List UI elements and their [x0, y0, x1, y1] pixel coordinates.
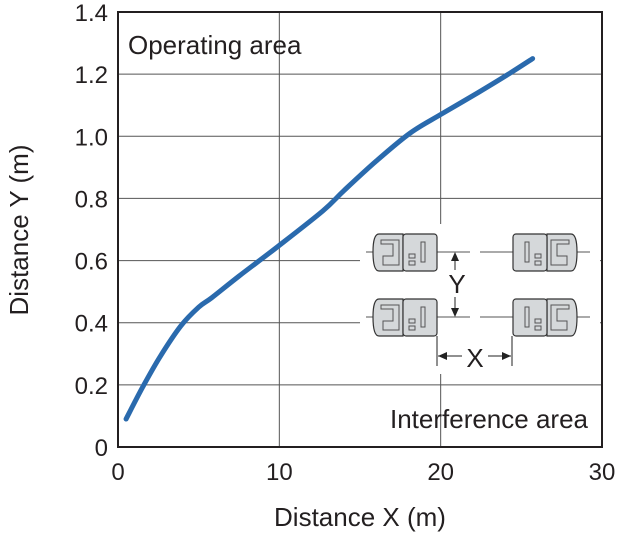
sensor-slot: [420, 306, 426, 328]
y-tick-label: 1.4: [75, 0, 108, 27]
sensor-icon: [512, 298, 578, 337]
sensor-led: [534, 260, 542, 266]
operating-area-label: Operating area: [128, 30, 302, 60]
arrow-down-icon: [451, 308, 459, 317]
x-axis-label: Distance X (m): [274, 502, 446, 532]
y-axis-label: Distance Y (m): [4, 145, 34, 316]
y-tick-label: 1.2: [75, 62, 108, 89]
sensor-slot: [420, 241, 426, 263]
sensor-body: [402, 298, 438, 337]
x-tick-label: 10: [266, 459, 293, 486]
arrow-right-icon: [502, 352, 511, 360]
x-tick-label: 0: [111, 459, 124, 486]
diagram-y-label: Y: [448, 269, 465, 299]
sensor-body: [512, 233, 548, 272]
sensor-led: [408, 253, 416, 259]
sensor-slot: [524, 241, 530, 263]
y-tick-label: 1.0: [75, 124, 108, 151]
plot-frame: [117, 11, 603, 448]
y-tick-label: 0.6: [75, 249, 108, 276]
y-tick-label: 0.8: [75, 186, 108, 213]
sensor-icon: [372, 233, 438, 272]
sensor-detail: [380, 304, 400, 331]
sensor-slot: [524, 306, 530, 328]
x-tick-label: 30: [589, 459, 616, 486]
sensor-detail: [550, 239, 570, 266]
x-tick-label: 20: [427, 459, 454, 486]
sensor-led: [408, 260, 416, 266]
sensor-icon: [512, 233, 578, 272]
sensor-body: [402, 233, 438, 272]
sensor-icon: [372, 298, 438, 337]
sensor-led: [408, 318, 416, 324]
arrow-up-icon: [451, 252, 459, 261]
y-tick-label: 0: [95, 435, 108, 462]
interference-area-label: Interference area: [390, 404, 589, 434]
sensor-body: [512, 298, 548, 337]
arrow-left-icon: [438, 352, 447, 360]
x-tick-labels: 0 10 20 30: [111, 459, 615, 486]
sensor-detail: [550, 304, 570, 331]
sensor-led: [534, 325, 542, 331]
sensor-led: [534, 253, 542, 259]
y-tick-labels: 0 0.2 0.4 0.6 0.8 1.0 1.2 1.4: [75, 0, 108, 462]
series-line: [123, 56, 536, 422]
y-tick-label: 0.2: [75, 373, 108, 400]
sensor-led: [408, 325, 416, 331]
y-tick-label: 0.4: [75, 311, 108, 338]
sensor-detail: [380, 239, 400, 266]
sensor-led: [534, 318, 542, 324]
diagram-x-label: X: [466, 343, 483, 373]
sensor-spacing-diagram: [366, 233, 590, 366]
